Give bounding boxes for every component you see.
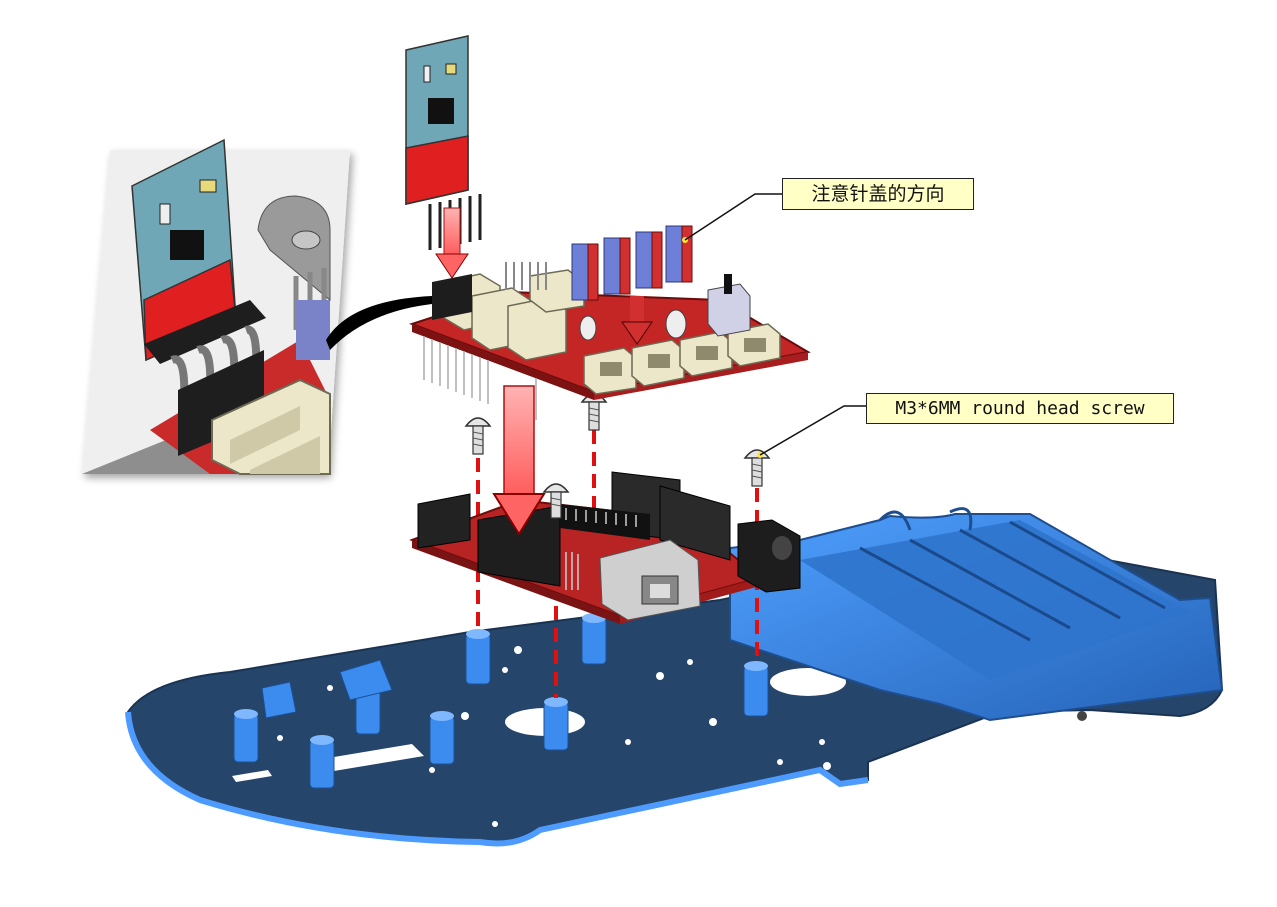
standoff: [233, 709, 259, 763]
screw-icon: [542, 483, 570, 519]
power-jack: [737, 519, 801, 593]
standoff: [743, 661, 769, 717]
chassis-slot: [232, 770, 272, 782]
screw-icon: [464, 417, 492, 455]
standoff: [465, 629, 491, 685]
standoff: [429, 711, 455, 765]
standoff: [309, 735, 335, 789]
sensor-bracket: [261, 659, 393, 719]
down-arrow-icon: [492, 385, 546, 536]
chassis-slot: [316, 744, 424, 772]
battery-holder: [729, 507, 1224, 722]
callout-leader: [684, 193, 782, 241]
usb-b-port: [599, 539, 701, 621]
standoff: [543, 697, 569, 751]
jumper-caps: [571, 225, 693, 301]
down-arrow-icon: [621, 296, 653, 345]
zoom-leader: [326, 296, 432, 350]
screw-spec-callout: M3*6MM round head screw: [866, 393, 1174, 424]
standoff: [581, 613, 607, 665]
screw-icon: [743, 449, 771, 487]
down-arrow-icon: [435, 207, 469, 279]
callout-leader: [759, 405, 866, 456]
zoom-inset-content: [82, 138, 331, 475]
bluetooth-module: [405, 35, 482, 279]
chassis-hole: [770, 668, 846, 696]
standoffs: [233, 613, 769, 789]
arduino-board: [409, 471, 801, 624]
sensor-shield: [408, 225, 811, 420]
pin-cap-orientation-callout: 注意针盖的方向: [782, 178, 974, 210]
